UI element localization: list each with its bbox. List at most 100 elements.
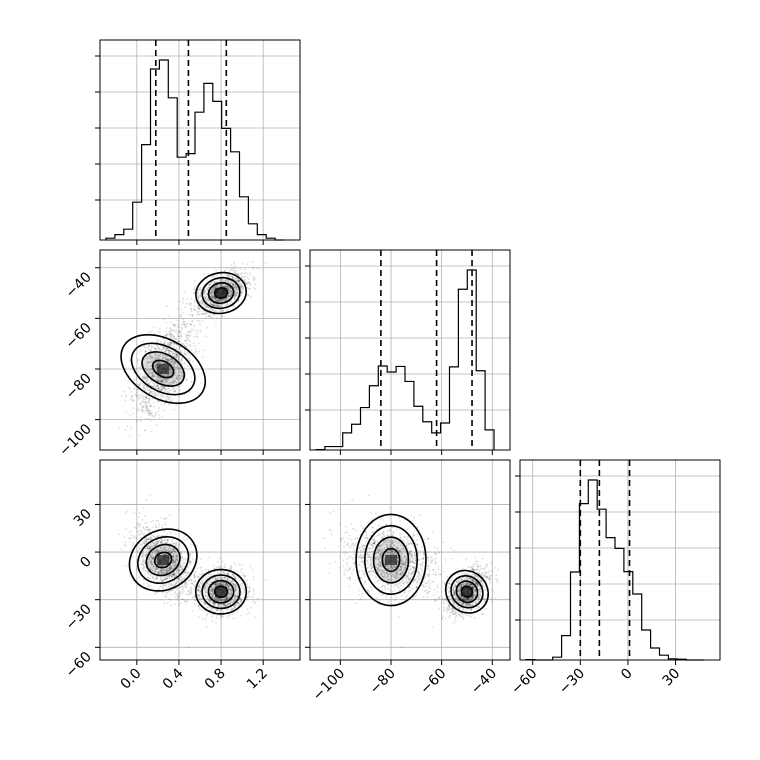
sample-point	[241, 286, 243, 288]
sample-point	[191, 609, 194, 612]
sample-point	[176, 320, 179, 322]
sample-point	[139, 365, 142, 368]
sample-point	[201, 302, 204, 305]
sample-point	[193, 352, 196, 354]
sample-point	[169, 590, 172, 593]
sample-point	[173, 362, 176, 365]
sample-point	[124, 541, 127, 544]
sample-point	[155, 345, 158, 347]
sample-point	[139, 373, 142, 375]
sample-point	[197, 295, 199, 298]
sample-point	[151, 375, 154, 378]
sample-point	[170, 389, 173, 391]
sample-point	[215, 269, 217, 272]
sample-point	[141, 407, 143, 409]
sample-point	[166, 381, 169, 384]
sample-point	[163, 396, 166, 398]
sample-point	[176, 381, 179, 384]
sample-point	[190, 328, 193, 331]
sample-point	[198, 583, 201, 586]
sample-point	[208, 599, 211, 602]
sample-point	[152, 392, 155, 395]
sample-point	[183, 344, 186, 347]
sample-point	[165, 347, 168, 349]
sample-point	[252, 287, 255, 289]
sample-point	[150, 393, 153, 396]
sample-point	[149, 391, 152, 393]
sample-point	[248, 287, 251, 290]
sample-point	[180, 315, 183, 318]
sample-point	[143, 400, 146, 403]
sample-point	[149, 354, 152, 357]
sample-point	[144, 417, 147, 420]
sample-point	[136, 388, 139, 391]
sample-point	[216, 572, 219, 575]
sample-point	[252, 600, 255, 603]
sample-point	[205, 613, 208, 615]
sample-point	[245, 271, 247, 274]
sample-point	[222, 298, 225, 301]
sample-point	[139, 382, 142, 384]
sample-point	[183, 576, 186, 579]
panel-1-0: −100−80−60−40	[56, 249, 301, 460]
sample-point	[193, 335, 196, 338]
sample-point	[182, 320, 185, 323]
sample-point	[158, 407, 161, 409]
sample-point	[190, 381, 193, 383]
sample-point	[149, 331, 152, 334]
sample-point	[192, 328, 194, 331]
panel-0-0	[95, 39, 301, 245]
sample-point	[211, 288, 214, 291]
sample-point	[183, 352, 186, 355]
sample-point	[120, 395, 123, 397]
sample-point	[158, 523, 161, 525]
sample-point	[246, 263, 249, 266]
sample-point	[229, 281, 232, 283]
sample-point	[163, 403, 166, 406]
sample-point	[181, 299, 184, 301]
sample-point	[197, 576, 199, 578]
sample-point	[212, 564, 215, 567]
sample-point	[143, 522, 146, 524]
sample-point	[203, 303, 205, 306]
sample-point	[177, 599, 180, 602]
sample-point	[133, 512, 136, 514]
sample-point	[170, 343, 173, 346]
sample-point	[161, 524, 164, 526]
sample-point	[143, 542, 146, 545]
sample-point	[206, 326, 208, 329]
sample-point	[135, 420, 138, 423]
sample-point	[149, 494, 151, 497]
sample-point	[169, 333, 172, 336]
sample-point	[236, 280, 239, 283]
sample-point	[144, 514, 147, 517]
sample-point	[140, 416, 143, 418]
sample-point	[178, 330, 180, 333]
sample-point	[185, 332, 188, 335]
sample-point	[199, 287, 202, 289]
sample-point	[186, 352, 189, 355]
sample-point	[146, 402, 148, 405]
sample-point	[234, 295, 236, 298]
sample-point	[151, 541, 154, 544]
sample-point	[235, 292, 238, 295]
sample-point	[219, 299, 221, 301]
sample-point	[149, 543, 152, 546]
sample-point	[191, 313, 194, 316]
sample-point	[153, 579, 156, 582]
histogram-1	[315, 269, 495, 451]
sample-point	[187, 571, 190, 574]
sample-point	[152, 402, 155, 404]
sample-point	[206, 299, 209, 301]
sample-point	[189, 554, 192, 556]
sample-point	[158, 534, 161, 537]
sample-point	[198, 288, 200, 291]
sample-point	[208, 315, 210, 318]
sample-point	[188, 559, 191, 562]
sample-point	[148, 409, 151, 411]
sample-point	[155, 358, 158, 360]
sample-point	[264, 262, 267, 264]
sample-point	[155, 423, 158, 426]
sample-point	[166, 349, 169, 352]
sample-point	[141, 519, 144, 521]
